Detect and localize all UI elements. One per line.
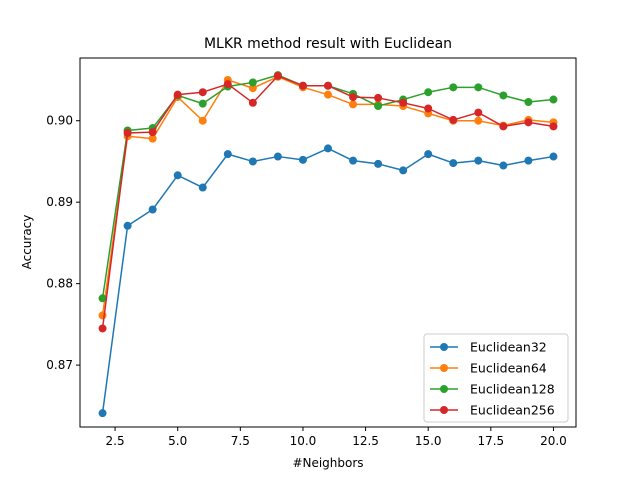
data-point: [349, 156, 358, 165]
data-point: [98, 409, 107, 418]
data-point: [374, 93, 383, 102]
x-tick-label: 2.5: [106, 434, 125, 448]
y-tick-label: 0.88: [46, 277, 73, 291]
legend-label: Euclidean128: [470, 382, 555, 397]
y-tick-label: 0.90: [46, 114, 73, 128]
data-point: [198, 88, 207, 97]
data-point: [449, 159, 458, 168]
data-point: [298, 155, 307, 164]
series-line: [101, 75, 554, 316]
data-point: [223, 80, 232, 89]
data-point: [424, 104, 433, 113]
data-point: [374, 159, 383, 168]
data-point: [123, 128, 132, 137]
data-point: [148, 128, 157, 137]
data-point: [123, 221, 132, 230]
series-Euclidean32: [98, 144, 558, 418]
data-point: [424, 88, 433, 97]
data-point: [474, 156, 483, 165]
data-point: [173, 90, 182, 99]
legend-item: Euclidean256: [430, 403, 555, 418]
data-point: [499, 161, 508, 170]
data-point: [549, 95, 558, 104]
plot-frame: [79, 57, 577, 428]
legend-box: [423, 333, 569, 423]
series-line: [101, 75, 554, 329]
data-point: [248, 157, 257, 166]
legend-item: Euclidean32: [430, 340, 547, 355]
x-tick-label: 15.0: [415, 434, 442, 448]
legend-label: Euclidean32: [470, 340, 547, 355]
data-point: [198, 99, 207, 108]
x-tick-label: 20.0: [540, 434, 567, 448]
data-point: [173, 171, 182, 180]
x-tick-label: 10.0: [290, 434, 317, 448]
legend-label: Euclidean64: [470, 361, 547, 376]
data-point: [148, 205, 157, 214]
x-axis-ticks: 2.5 5.0 7.5 10.0 12.5 15.0 17.5 20.0: [106, 427, 567, 448]
data-point: [399, 166, 408, 175]
data-point: [449, 83, 458, 92]
legend-marker: [440, 406, 448, 414]
legend-marker: [440, 343, 448, 351]
data-point: [374, 102, 383, 111]
data-point: [273, 71, 282, 80]
data-point: [148, 134, 157, 143]
data-point: [324, 90, 332, 99]
data-point: [248, 84, 257, 93]
series-Euclidean128: [98, 71, 558, 303]
data-point: [449, 115, 458, 124]
data-point: [198, 183, 207, 192]
data-point: [298, 81, 307, 90]
x-tick-label: 12.5: [352, 434, 379, 448]
data-point: [524, 156, 533, 165]
data-point: [98, 324, 107, 333]
data-point: [248, 98, 257, 107]
chart-title: MLKR method result with Euclidean: [204, 36, 452, 52]
legend-marker: [440, 364, 448, 372]
data-point: [324, 144, 332, 153]
legend-label: Euclidean256: [470, 403, 555, 418]
legend-item: Euclidean64: [430, 361, 547, 376]
data-point: [549, 152, 558, 161]
y-tick-label: 0.89: [46, 195, 73, 209]
data-point: [349, 93, 358, 102]
data-point: [248, 78, 257, 87]
data-point: [474, 83, 483, 92]
data-point: [474, 108, 483, 117]
series-Euclidean256: [98, 71, 558, 333]
data-point: [499, 122, 508, 131]
data-point: [223, 150, 232, 159]
y-tick-label: 0.87: [46, 358, 73, 372]
data-point: [324, 81, 332, 90]
data-point: [349, 100, 358, 109]
data-point: [549, 122, 558, 131]
y-axis-label: Accuracy: [20, 215, 34, 270]
x-tick-label: 5.0: [168, 434, 187, 448]
data-point: [98, 311, 107, 320]
plot-area: [98, 71, 558, 418]
y-axis-ticks: 0.87 0.88 0.89 0.90: [46, 114, 80, 372]
data-point: [273, 152, 282, 161]
data-point: [424, 150, 433, 159]
data-point: [399, 98, 408, 107]
data-point: [524, 118, 533, 127]
legend-item: Euclidean128: [430, 382, 555, 397]
data-point: [499, 91, 508, 100]
x-tick-label: 7.5: [231, 434, 250, 448]
data-point: [198, 116, 207, 125]
legend-marker: [440, 385, 448, 393]
data-point: [98, 294, 107, 303]
x-tick-label: 17.5: [477, 434, 504, 448]
data-point: [474, 116, 483, 125]
data-point: [524, 97, 533, 106]
legend: Euclidean32 Euclidean64 Euclidean128 Euclid…: [423, 333, 569, 423]
x-axis-label: #Neighbors: [292, 456, 363, 470]
